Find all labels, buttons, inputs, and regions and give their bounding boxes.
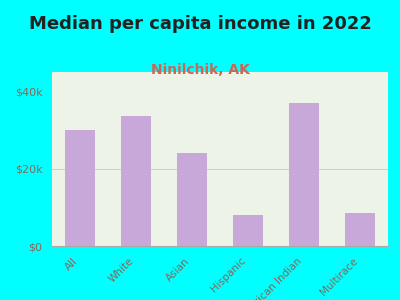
Bar: [64, 130, 96, 246]
Text: Median per capita income in 2022: Median per capita income in 2022: [28, 15, 372, 33]
Bar: [121, 116, 151, 246]
Bar: [233, 215, 264, 246]
Bar: [177, 153, 208, 246]
Text: Ninilchik, AK: Ninilchik, AK: [150, 63, 250, 77]
Bar: [344, 213, 375, 246]
Bar: [289, 103, 320, 246]
